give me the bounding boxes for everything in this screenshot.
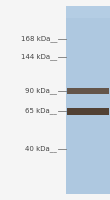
- Text: 40 kDa__: 40 kDa__: [25, 146, 57, 152]
- Text: 144 kDa__: 144 kDa__: [21, 54, 57, 60]
- Text: 65 kDa__: 65 kDa__: [25, 108, 57, 114]
- Bar: [67, 88, 109, 94]
- Bar: [66, 6, 110, 194]
- Text: 90 kDa__: 90 kDa__: [25, 88, 57, 94]
- Bar: [67, 108, 109, 115]
- Text: 168 kDa__: 168 kDa__: [21, 36, 57, 42]
- Bar: [66, 6, 110, 18]
